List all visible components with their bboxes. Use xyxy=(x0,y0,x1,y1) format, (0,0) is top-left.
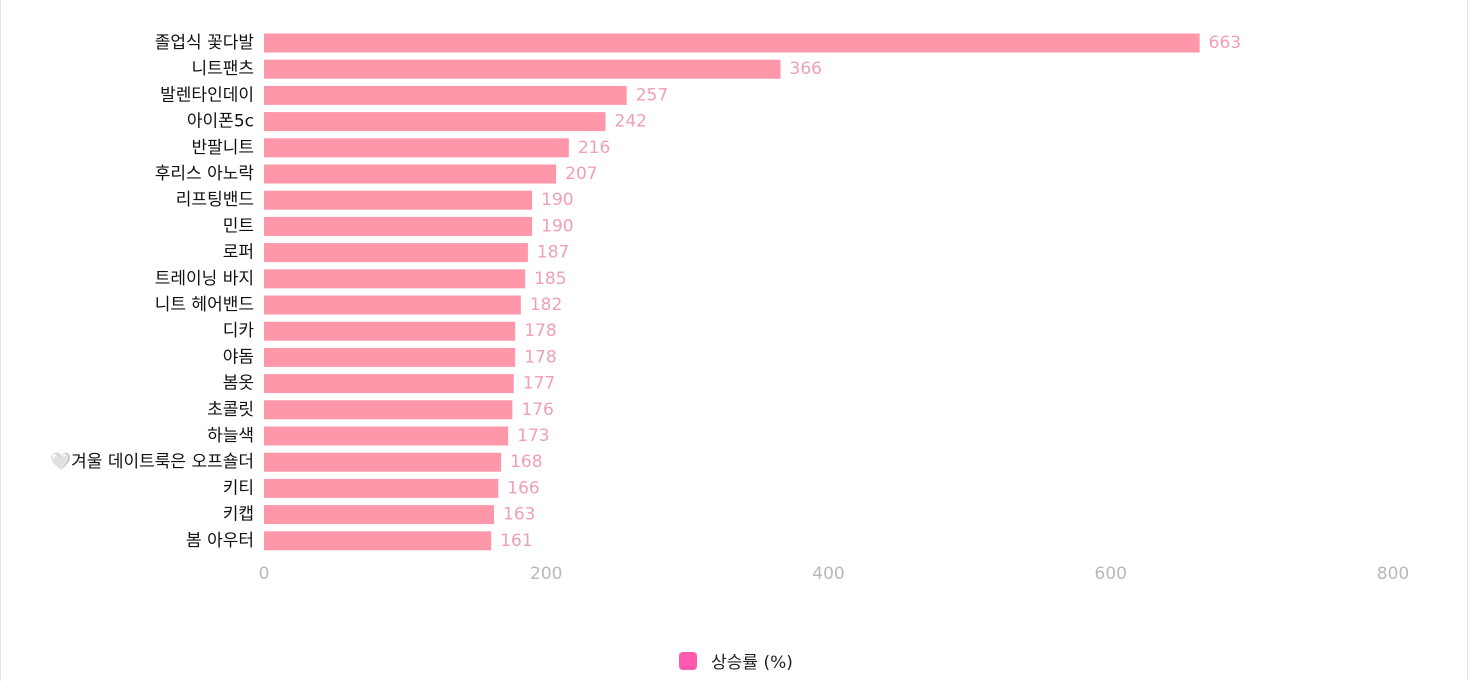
category-label: 반팔니트 xyxy=(191,138,254,158)
bar-chart: 졸업식 꽃다발 663 니트팬츠 366 발렌타인데이 257 아이폰5c 242 반팔니트 21… xyxy=(50,33,1409,584)
category-label: 봄 아우터 xyxy=(186,531,254,551)
value-label: 187 xyxy=(537,243,569,263)
bar[interactable] xyxy=(264,190,533,210)
value-label: 190 xyxy=(541,216,573,236)
value-label: 173 xyxy=(517,426,549,446)
bar[interactable] xyxy=(264,531,492,551)
bar[interactable] xyxy=(264,33,1200,53)
category-label: 로퍼 xyxy=(223,243,254,263)
bar[interactable] xyxy=(264,505,495,525)
value-label: 178 xyxy=(524,321,556,341)
legend[interactable]: 상승률 (%) xyxy=(1,648,1470,673)
category-label: 발렌타인데이 xyxy=(160,85,254,105)
category-label: 졸업식 꽃다발 xyxy=(155,33,255,53)
x-tick-label: 800 xyxy=(1377,564,1409,584)
category-label: 야돔 xyxy=(223,347,254,367)
value-label: 176 xyxy=(521,400,553,420)
value-label: 168 xyxy=(510,452,542,472)
value-label: 182 xyxy=(530,295,562,315)
bar[interactable] xyxy=(264,112,606,132)
bar[interactable] xyxy=(264,478,499,498)
value-label: 366 xyxy=(790,59,822,79)
bar[interactable] xyxy=(264,374,514,394)
x-tick-label: 400 xyxy=(812,564,844,584)
bar[interactable] xyxy=(264,243,528,263)
legend-swatch xyxy=(679,651,698,670)
value-label: 190 xyxy=(541,190,573,210)
category-label: 트레이닝 바지 xyxy=(155,269,254,289)
category-label: 니트 헤어밴드 xyxy=(155,295,254,315)
value-label: 166 xyxy=(507,478,539,498)
x-tick-label: 0 xyxy=(259,564,270,584)
category-label: 디카 xyxy=(223,321,255,341)
value-label: 177 xyxy=(523,374,555,394)
bar[interactable] xyxy=(264,164,557,184)
category-label: 후리스 아노락 xyxy=(155,164,255,184)
category-label: 민트 xyxy=(223,216,254,236)
category-label: 키티 xyxy=(223,478,254,498)
bar[interactable] xyxy=(264,85,627,105)
bar[interactable] xyxy=(264,295,521,315)
category-label: 키캡 xyxy=(223,505,254,525)
category-label: 봄옷 xyxy=(223,374,254,394)
legend-label: 상승률 (%) xyxy=(711,653,793,673)
category-label: 니트팬츠 xyxy=(191,59,254,79)
value-label: 242 xyxy=(615,112,647,132)
category-label: 하늘색 xyxy=(207,426,254,446)
bar[interactable] xyxy=(264,269,526,289)
bar[interactable] xyxy=(264,452,502,472)
bar[interactable] xyxy=(264,138,569,158)
value-label: 207 xyxy=(565,164,597,184)
value-label: 178 xyxy=(524,347,556,367)
x-tick-label: 200 xyxy=(530,564,562,584)
category-label: 초콜릿 xyxy=(207,400,254,420)
bar[interactable] xyxy=(264,59,781,79)
bar[interactable] xyxy=(264,347,516,367)
x-tick-label: 600 xyxy=(1095,564,1127,584)
bar[interactable] xyxy=(264,426,509,446)
category-label: 리프팅밴드 xyxy=(176,190,254,210)
bar[interactable] xyxy=(264,400,513,420)
value-label: 216 xyxy=(578,138,610,158)
value-label: 257 xyxy=(636,85,668,105)
bar[interactable] xyxy=(264,321,516,341)
value-label: 663 xyxy=(1209,33,1241,53)
category-label: 아이폰5c xyxy=(187,112,254,132)
value-label: 185 xyxy=(534,269,566,289)
value-label: 163 xyxy=(503,505,535,525)
category-label: 🤍겨울 데이트룩은 오프숄더 xyxy=(50,452,254,472)
bar[interactable] xyxy=(264,216,533,236)
value-label: 161 xyxy=(500,531,532,551)
